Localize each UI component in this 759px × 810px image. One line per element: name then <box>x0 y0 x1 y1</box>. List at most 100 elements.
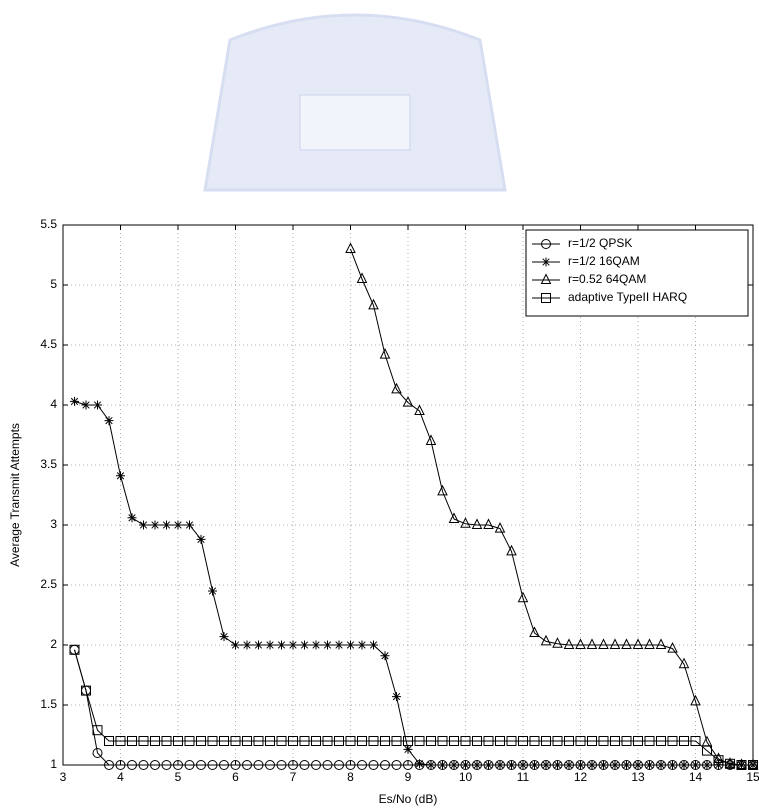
x-tick-label: 7 <box>290 770 297 784</box>
y-axis-label: Average Transmit Attempts <box>8 423 22 567</box>
x-tick-label: 10 <box>459 770 473 784</box>
data-point <box>116 471 125 480</box>
data-point <box>645 640 654 649</box>
series-line <box>75 650 754 765</box>
data-point <box>473 761 482 770</box>
data-point <box>519 761 528 770</box>
data-point <box>208 587 217 596</box>
data-point <box>197 535 206 544</box>
watermark <box>205 15 505 190</box>
data-point <box>415 406 424 415</box>
data-point <box>381 651 390 660</box>
data-point <box>484 520 493 529</box>
y-tick-label: 2 <box>50 637 57 651</box>
data-point <box>657 761 666 770</box>
data-point <box>312 641 321 650</box>
data-point <box>576 761 585 770</box>
data-point <box>427 761 436 770</box>
data-point <box>530 761 539 770</box>
data-point <box>438 761 447 770</box>
data-point <box>82 401 91 410</box>
chart: Es/No (dB) Average Transmit Attempts 3 4 5… <box>0 0 759 810</box>
data-point <box>93 401 102 410</box>
data-point <box>668 761 677 770</box>
data-point <box>335 641 344 650</box>
y-tick-label: 5 <box>50 277 57 291</box>
data-point <box>369 641 378 650</box>
y-tick-label: 2.5 <box>40 577 57 591</box>
data-point <box>151 521 160 530</box>
data-point <box>392 692 401 701</box>
data-point <box>634 640 643 649</box>
y-tick-label: 3 <box>50 517 57 531</box>
x-tick-label: 12 <box>574 770 588 784</box>
data-point <box>266 641 275 650</box>
series-line <box>75 401 754 765</box>
data-point <box>415 759 424 768</box>
data-point <box>496 761 505 770</box>
data-point <box>588 761 597 770</box>
data-point <box>105 416 114 425</box>
data-point <box>300 641 309 650</box>
legend-label: adaptive TypeII HARQ <box>568 290 687 304</box>
data-point <box>450 761 459 770</box>
data-point <box>174 521 183 530</box>
x-tick-label: 4 <box>117 770 124 784</box>
legend-label: r=0.52 64QAM <box>568 272 646 286</box>
data-point <box>634 761 643 770</box>
data-point <box>657 640 666 649</box>
y-tick-label: 4 <box>50 397 57 411</box>
legend-marker <box>542 258 551 267</box>
data-point <box>231 641 240 650</box>
data-point <box>473 520 482 529</box>
data-point <box>254 641 263 650</box>
x-axis-label: Es/No (dB) <box>379 792 438 806</box>
data-point <box>542 761 551 770</box>
data-point <box>404 745 413 754</box>
data-point <box>323 641 332 650</box>
x-tick-label: 8 <box>347 770 354 784</box>
data-point <box>611 761 620 770</box>
y-tick-label: 4.5 <box>40 337 57 351</box>
x-tick-label: 3 <box>60 770 67 784</box>
data-point <box>553 761 562 770</box>
data-point <box>680 761 689 770</box>
data-point <box>277 641 286 650</box>
x-tick-label: 11 <box>517 770 530 784</box>
data-point <box>484 761 493 770</box>
data-point <box>703 761 712 770</box>
data-point <box>599 761 608 770</box>
data-point <box>185 521 194 530</box>
x-tick-label: 5 <box>175 770 182 784</box>
data-point <box>576 640 585 649</box>
data-point <box>346 244 355 253</box>
x-tick-label: 14 <box>689 770 703 784</box>
data-point <box>358 641 367 650</box>
y-tick-label: 1.5 <box>40 697 57 711</box>
series-line <box>75 650 754 765</box>
data-point <box>507 761 516 770</box>
data-point <box>645 761 654 770</box>
x-tick-label: 9 <box>405 770 412 784</box>
data-point <box>611 640 620 649</box>
y-tick-label: 5.5 <box>40 217 57 231</box>
legend-label: r=1/2 QPSK <box>568 236 632 250</box>
series-line <box>351 249 754 765</box>
data-point <box>139 521 148 530</box>
data-point <box>243 641 252 650</box>
data-point <box>599 640 608 649</box>
data-point <box>691 761 700 770</box>
data-point <box>622 640 631 649</box>
data-point <box>346 641 355 650</box>
x-tick-label: 13 <box>631 770 645 784</box>
data-point <box>162 521 171 530</box>
data-point <box>220 632 229 641</box>
data-point <box>542 636 551 645</box>
legend-label: r=1/2 16QAM <box>568 254 640 268</box>
data-point <box>70 397 79 406</box>
y-tick-label: 1 <box>50 757 57 771</box>
x-tick-label: 6 <box>232 770 239 784</box>
data-point <box>622 761 631 770</box>
x-tick-label: 15 <box>746 770 759 784</box>
data-point <box>565 640 574 649</box>
